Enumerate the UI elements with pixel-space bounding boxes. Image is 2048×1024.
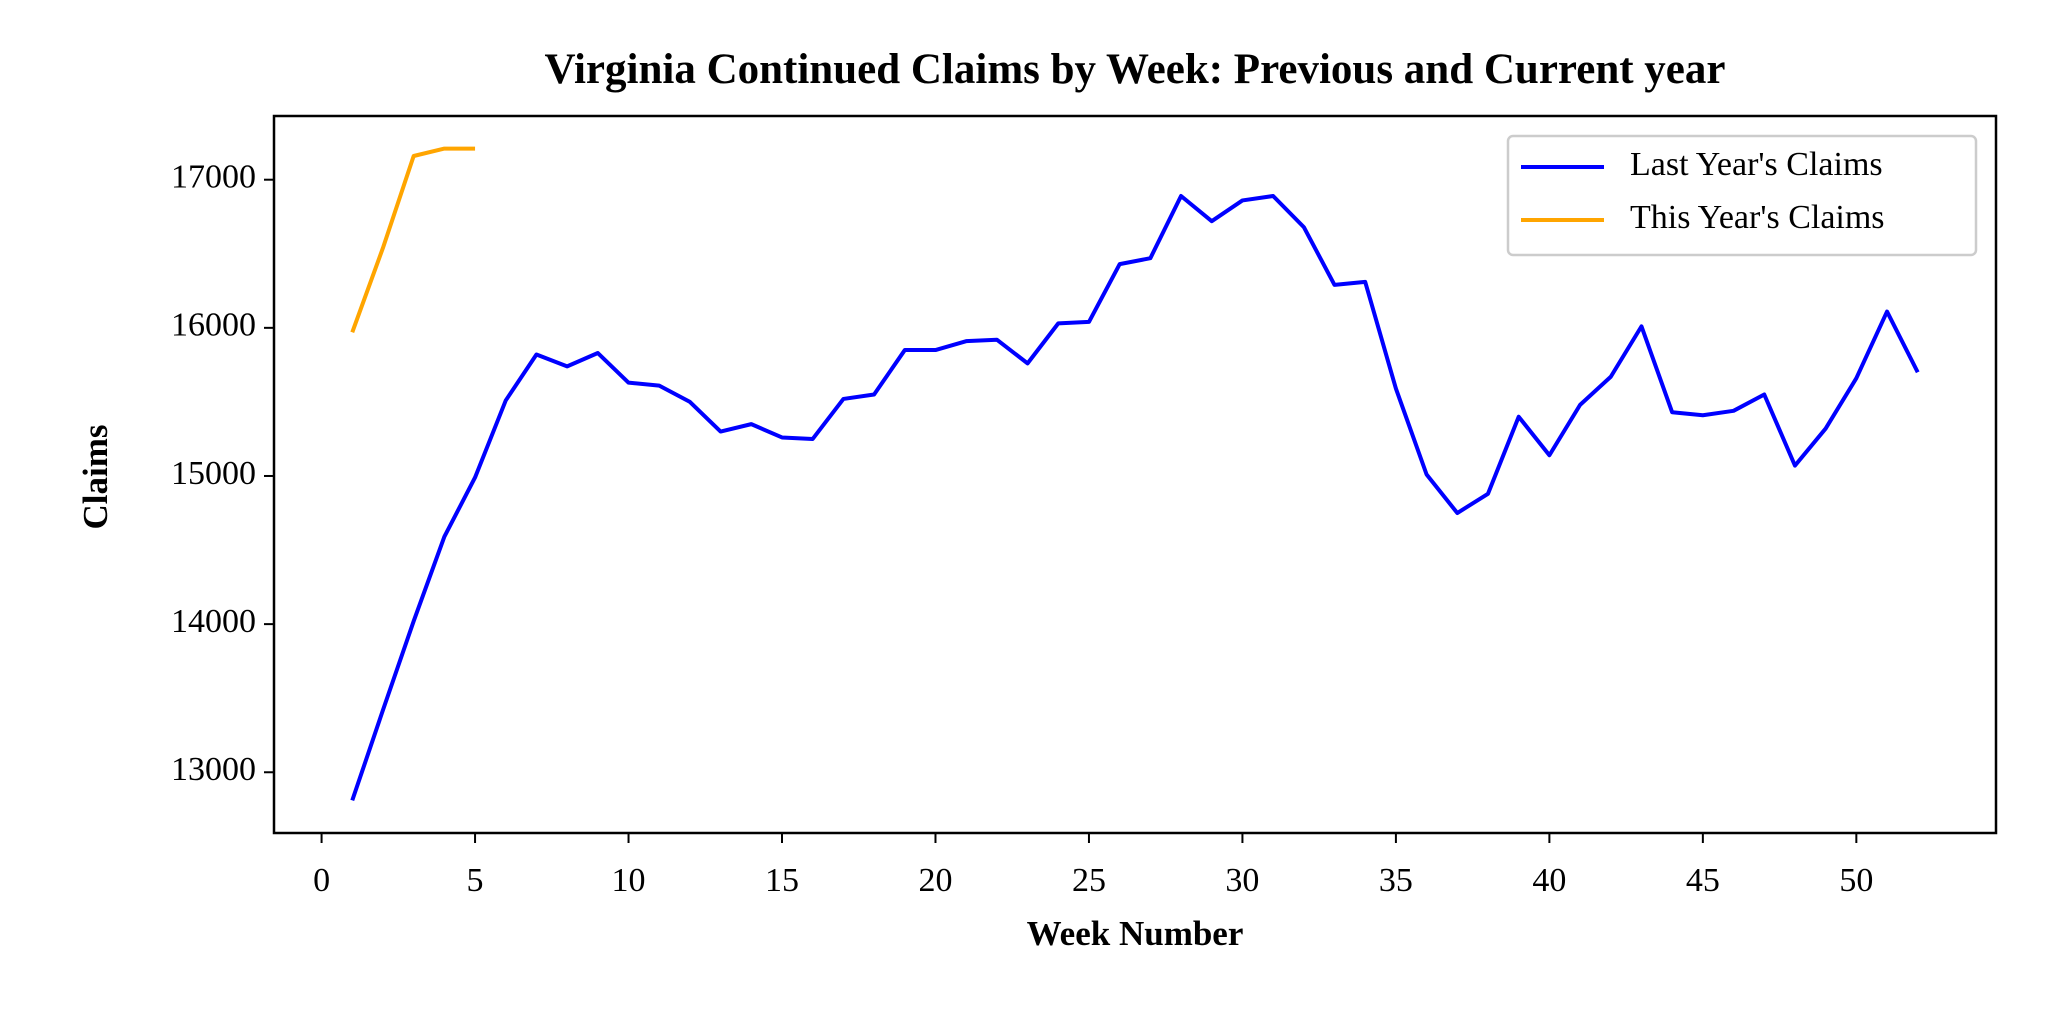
x-tick-label: 5 xyxy=(467,862,484,899)
x-tick-label: 0 xyxy=(313,862,330,899)
data-line xyxy=(350,146,476,333)
x-tick-label: 30 xyxy=(1225,862,1259,899)
x-axis-label: Week Number xyxy=(1027,914,1244,953)
x-tick-label: 25 xyxy=(1072,862,1106,899)
data-line xyxy=(350,194,1920,802)
y-tick-label: 17000 xyxy=(171,158,256,195)
legend: Last Year's Claims This Year's Claims xyxy=(1506,134,1978,257)
legend-label: This Year's Claims xyxy=(1630,199,1885,236)
y-tick-label: 13000 xyxy=(171,751,256,788)
chart-title: Virginia Continued Claims by Week: Previ… xyxy=(545,46,1726,93)
x-tick-label: 20 xyxy=(918,862,952,899)
y-tick-label: 14000 xyxy=(171,603,256,640)
legend-box xyxy=(1506,134,1978,257)
x-tick-label: 15 xyxy=(765,862,799,899)
y-axis-label: Claims xyxy=(76,425,115,530)
plot-area: 0 5 10 15 20 25 30 35 40 45 50 13000 14000 15000 16000… xyxy=(171,146,1920,899)
legend-label: Last Year's Claims xyxy=(1630,146,1883,183)
x-tick-label: 35 xyxy=(1379,862,1413,899)
y-tick-label: 15000 xyxy=(171,455,256,492)
x-tick-label: 45 xyxy=(1686,862,1720,899)
y-tick-label: 16000 xyxy=(171,307,256,344)
x-tick-label: 40 xyxy=(1532,862,1566,899)
axes-frame xyxy=(272,114,1998,835)
x-tick-label: 50 xyxy=(1839,862,1873,899)
x-tick-label: 10 xyxy=(612,862,646,899)
